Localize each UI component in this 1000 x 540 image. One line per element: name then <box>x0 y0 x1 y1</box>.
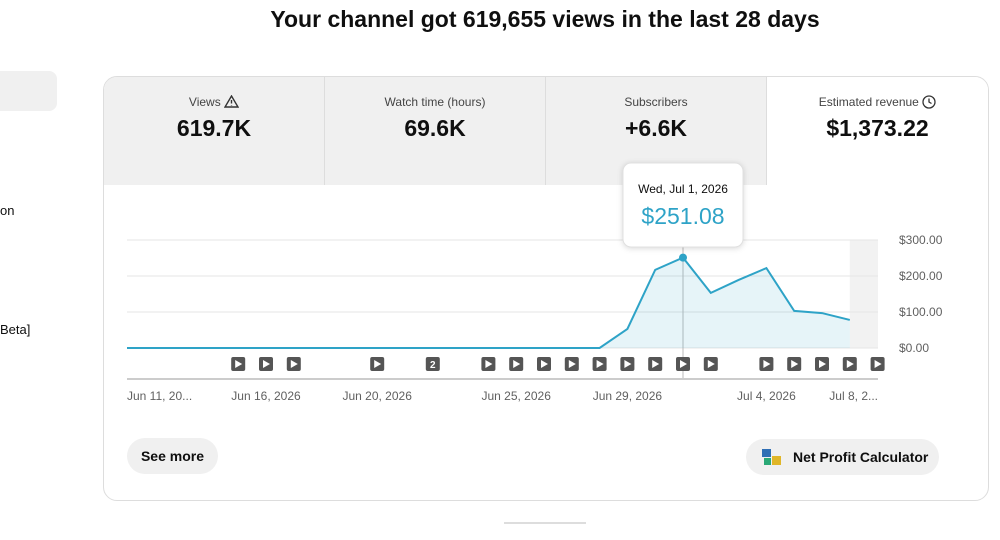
sidebar-selected[interactable] <box>0 71 57 111</box>
tooltip <box>622 162 744 248</box>
y-tick-label: $200.00 <box>899 269 943 283</box>
point <box>679 253 687 262</box>
x-tick-label: Jun 11, 20... <box>127 389 192 403</box>
calculator-label: Net Profit Calculator <box>793 449 929 465</box>
x-tick-label: Jul 8, 2... <box>829 389 878 403</box>
play-icon <box>707 360 715 368</box>
x-tick-label: Jun 16, 2026 <box>231 389 301 403</box>
play-icon <box>485 360 493 368</box>
analytics-card: Views 619.7K Watch time (hours) 69.6K Sub… <box>103 76 989 501</box>
video-marker <box>425 357 440 371</box>
app-icon <box>762 449 781 465</box>
tooltip-date: Wed, Jul 1, 2026 <box>638 182 728 196</box>
metric-value: +6.6K <box>624 115 687 141</box>
metric-value: 619.7K <box>176 115 252 141</box>
play-icon <box>819 360 826 368</box>
headline: Your channel got 619,655 views in the la… <box>270 6 820 32</box>
x-tick-label: Jun 25, 2026 <box>481 389 551 403</box>
metric-tab[interactable]: Estimated revenue $1,373.22 <box>767 77 988 185</box>
metric-value: 69.6K <box>404 115 466 141</box>
play-icon <box>374 360 382 368</box>
calculator-button[interactable]: Net Profit Calculator <box>746 439 939 475</box>
y-tick-label: $300.00 <box>899 233 943 247</box>
play-icon <box>624 360 632 368</box>
x-tick-label: Jul 4, 2026 <box>737 389 796 403</box>
see-more-button[interactable]: See more <box>127 438 218 474</box>
play-icon <box>652 360 660 368</box>
metric-value: $1,373.22 <box>826 115 929 141</box>
metric-tab[interactable]: Views 619.7K <box>104 77 325 185</box>
play-icon <box>568 360 576 368</box>
warning-icon <box>223 94 240 108</box>
play-icon <box>263 360 270 368</box>
sidebar-item[interactable]: Beta] <box>0 322 31 337</box>
play-icon <box>235 360 243 368</box>
metric-label: Watch time (hours) <box>384 95 486 109</box>
video-marker-count: 2 <box>430 360 436 371</box>
divider <box>504 522 586 524</box>
y-tick-label: $100.00 <box>899 305 943 319</box>
play-icon <box>513 360 521 368</box>
area <box>127 257 850 348</box>
x-tick-label: Jun 20, 2026 <box>342 389 412 403</box>
play-icon <box>791 360 799 368</box>
play-icon <box>680 360 687 368</box>
metric-label: Views <box>188 95 221 109</box>
play-icon <box>763 360 771 368</box>
partial-period <box>849 240 878 348</box>
play-icon <box>290 360 298 368</box>
metric-label: Subscribers <box>624 95 688 109</box>
y-tick-label: $0.00 <box>899 341 929 355</box>
x-tick-label: Jun 29, 2026 <box>593 389 663 403</box>
play-icon <box>874 360 882 368</box>
play-icon <box>541 360 548 368</box>
clock-icon <box>922 95 936 109</box>
play-icon <box>846 360 854 368</box>
metric-label: Estimated revenue <box>818 95 919 109</box>
line <box>127 256 851 349</box>
metric-tab[interactable]: Watch time (hours) 69.6K <box>325 77 546 185</box>
play-icon <box>596 360 604 368</box>
tooltip-value: $251.08 <box>641 203 724 229</box>
sidebar-item[interactable]: on <box>0 203 15 218</box>
